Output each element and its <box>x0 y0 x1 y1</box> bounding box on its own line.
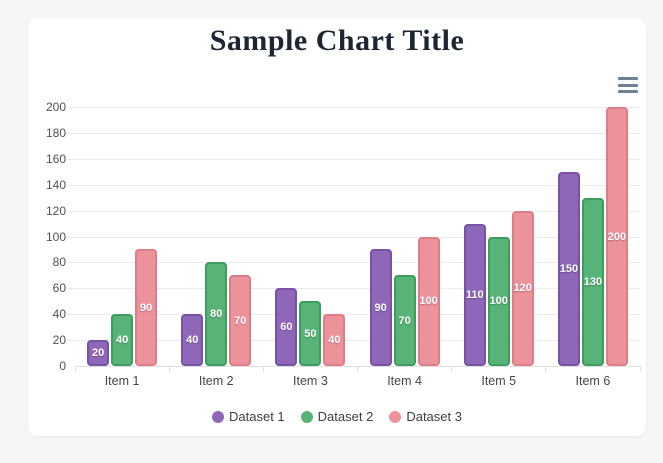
bar-group-item-4: 90 70 100 <box>358 107 452 366</box>
bar-dataset-2-item-1[interactable]: 40 <box>111 314 134 366</box>
gridline <box>67 210 640 212</box>
bar-dataset-1-item-2[interactable]: 40 <box>181 314 204 366</box>
gridline <box>67 158 640 160</box>
x-tick-label: Item 2 <box>198 374 234 388</box>
x-tick-label: Item 5 <box>481 374 517 388</box>
y-tick-label: 40 <box>52 307 66 322</box>
hamburger-menu-icon[interactable] <box>618 77 638 93</box>
bar-value-label: 40 <box>186 334 199 347</box>
bar-value-label: 120 <box>513 282 532 295</box>
x-axis-tick <box>357 366 358 372</box>
bar-dataset-3-item-4[interactable]: 100 <box>417 236 440 366</box>
legend-marker-icon <box>212 410 225 423</box>
legend-label: Dataset 2 <box>317 409 374 424</box>
x-axis-tick <box>639 366 641 372</box>
plot-area: 20 40 90 40 80 70 60 50 40 90 70 100 110 100 120 150 130… <box>67 107 641 372</box>
bar-group-item-2: 40 80 70 <box>169 107 263 366</box>
y-tick-label: 120 <box>45 203 66 218</box>
chart-title: Sample Chart Title <box>209 24 465 57</box>
bar-dataset-2-item-4[interactable]: 70 <box>393 275 416 366</box>
bar-dataset-3-item-2[interactable]: 70 <box>229 275 252 366</box>
legend-item-dataset-3[interactable]: Dataset 3 <box>389 409 462 424</box>
bar-group-item-5: 110 100 120 <box>452 107 546 366</box>
legend-marker-icon <box>300 410 313 423</box>
menu-line <box>618 90 638 93</box>
menu-line <box>618 83 638 87</box>
bar-value-label: 200 <box>607 230 627 243</box>
bar-value-label: 150 <box>559 262 579 275</box>
x-axis-tick <box>545 366 547 372</box>
legend-item-dataset-1[interactable]: Dataset 1 <box>212 409 285 424</box>
bar-value-label: 110 <box>465 288 484 301</box>
gridline <box>67 288 640 290</box>
legend-label: Dataset 3 <box>406 409 462 424</box>
bar-group-item-1: 20 40 90 <box>75 107 169 366</box>
bar-dataset-3-item-3[interactable]: 40 <box>323 314 346 366</box>
bar-dataset-2-item-3[interactable]: 50 <box>299 301 322 366</box>
bar-value-label: 70 <box>398 314 411 327</box>
menu-line <box>618 77 638 80</box>
x-axis-tick <box>262 366 264 372</box>
bar-dataset-1-item-3[interactable]: 60 <box>275 288 298 366</box>
bar-value-label: 130 <box>583 275 603 288</box>
x-tick-label: Item 6 <box>575 374 611 388</box>
gridline <box>67 340 640 342</box>
bar-dataset-1-item-6[interactable]: 150 <box>557 171 580 366</box>
x-axis-tick <box>74 366 76 372</box>
bar-dataset-2-item-6[interactable]: 130 <box>581 197 604 366</box>
gridline <box>67 262 640 264</box>
bar-dataset-3-item-6[interactable]: 200 <box>605 107 628 366</box>
x-tick-label: Item 3 <box>293 374 328 388</box>
y-tick-label: 80 <box>52 255 66 270</box>
bar-value-label: 50 <box>304 327 317 340</box>
bar-value-label: 100 <box>419 295 438 308</box>
x-axis-tick <box>451 366 453 372</box>
bar-dataset-2-item-5[interactable]: 100 <box>487 236 510 366</box>
chart-card: Sample Chart Title 20 40 90 40 80 70 60 50 40 90 7… <box>28 18 646 436</box>
legend-label: Dataset 1 <box>229 409 285 424</box>
chart-legend: Dataset 1 Dataset 2 Dataset 3 <box>28 409 646 424</box>
gridline <box>67 132 640 134</box>
y-tick-label: 100 <box>45 229 66 244</box>
bar-dataset-3-item-1[interactable]: 90 <box>135 249 158 366</box>
bar-value-label: 100 <box>489 295 508 308</box>
y-tick-label: 180 <box>45 125 66 140</box>
bar-dataset-1-item-4[interactable]: 90 <box>369 249 392 366</box>
gridline <box>67 107 640 108</box>
bar-dataset-1-item-1[interactable]: 20 <box>87 340 110 366</box>
bar-group-item-3: 60 50 40 <box>263 107 357 366</box>
x-tick-label: Item 4 <box>387 374 422 388</box>
bar-value-label: 90 <box>374 301 387 314</box>
bar-value-label: 70 <box>234 314 247 327</box>
bar-value-label: 80 <box>210 308 223 321</box>
y-tick-label: 20 <box>52 333 66 348</box>
bar-value-label: 40 <box>115 334 129 347</box>
bar-value-label: 60 <box>280 321 293 334</box>
bar-dataset-2-item-2[interactable]: 80 <box>205 262 228 366</box>
gridline <box>67 184 640 186</box>
gridline <box>67 236 640 238</box>
y-tick-label: 140 <box>45 177 66 192</box>
bar-value-label: 20 <box>91 347 105 360</box>
gridline <box>67 314 640 316</box>
x-axis-tick <box>168 366 170 372</box>
y-tick-label: 160 <box>45 151 66 166</box>
legend-marker-icon <box>389 410 402 423</box>
bar-value-label: 90 <box>139 301 153 314</box>
bar-dataset-1-item-5[interactable]: 110 <box>463 223 486 366</box>
bar-value-label: 40 <box>328 334 341 347</box>
x-tick-label: Item 1 <box>104 374 140 388</box>
bar-group-item-6: 150 130 200 <box>546 107 640 366</box>
legend-item-dataset-2[interactable]: Dataset 2 <box>300 409 374 424</box>
y-tick-label: 0 <box>59 359 66 373</box>
bar-dataset-3-item-5[interactable]: 120 <box>511 210 534 366</box>
y-tick-label: 60 <box>52 281 66 296</box>
y-tick-label: 200 <box>45 100 66 114</box>
